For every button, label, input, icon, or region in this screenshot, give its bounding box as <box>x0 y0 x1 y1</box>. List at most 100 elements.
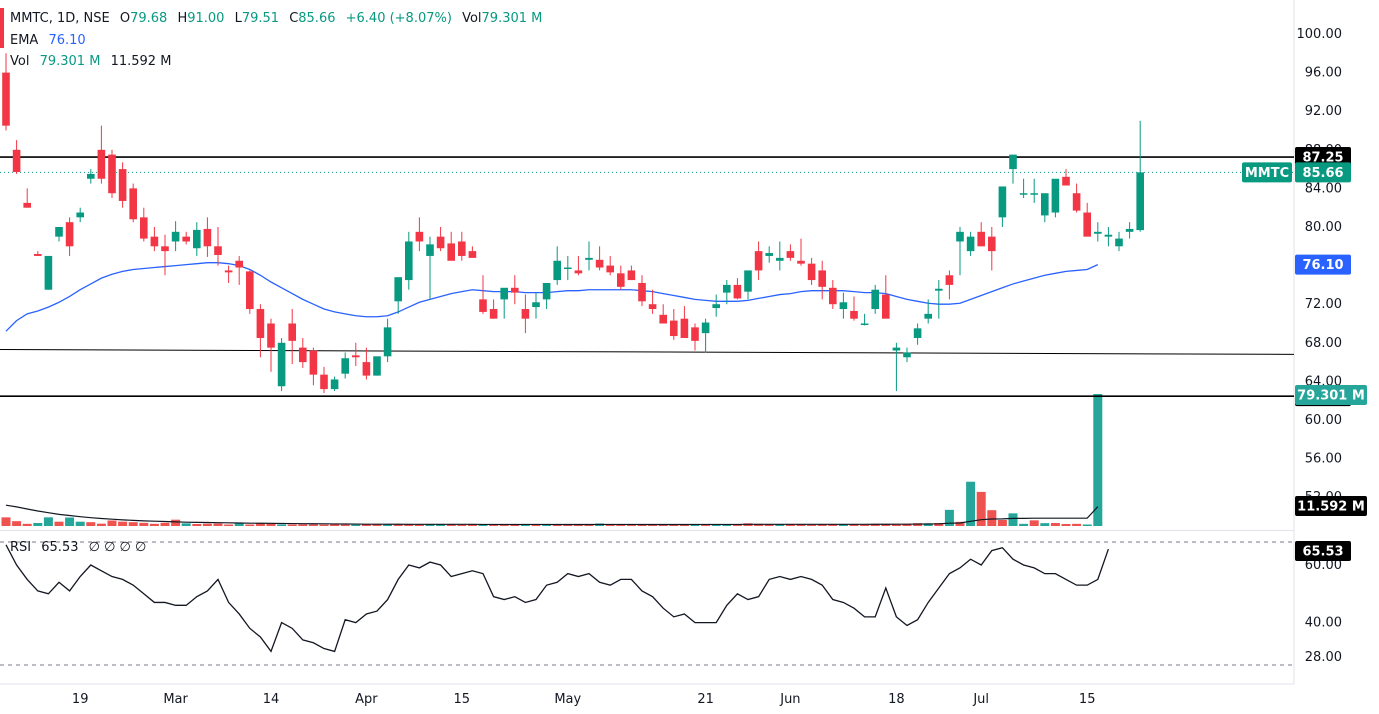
volume-bar <box>22 523 32 526</box>
volume-header: Vol79.301 M <box>462 11 542 26</box>
ohlc-high: H91.00 <box>177 11 224 26</box>
volume-bar <box>149 523 159 526</box>
candle-body <box>2 72 10 126</box>
candle-body <box>394 277 402 302</box>
candle-body <box>1115 238 1123 247</box>
price-label-ema: 76.10 <box>1302 258 1343 273</box>
candle-body <box>65 222 74 247</box>
volume-bar <box>997 520 1007 526</box>
volume-bar <box>828 524 838 526</box>
vol-header-value: 79.301 M <box>481 11 543 26</box>
rsi-tick-label: 60.00 <box>1305 558 1342 573</box>
time-tick-label: 18 <box>888 692 905 707</box>
price-label-last: 85.66 <box>1302 166 1343 181</box>
candle-body <box>882 294 890 319</box>
candle-body <box>913 328 922 338</box>
candle-body <box>23 202 31 208</box>
candle-body <box>330 379 339 390</box>
price-label-symbol: MMTC <box>1245 166 1289 181</box>
candle-body <box>12 149 21 172</box>
legend-strip <box>0 8 4 48</box>
candle-body <box>521 309 530 319</box>
candle-body <box>1125 228 1134 232</box>
high-value: 91.00 <box>187 11 225 26</box>
candle-body <box>320 374 328 390</box>
candle-body <box>161 246 169 252</box>
candle-body <box>362 362 371 376</box>
volume-bar <box>1008 513 1018 526</box>
candle-body <box>1072 193 1081 211</box>
volume-bar <box>65 517 75 526</box>
volume-bar <box>542 524 552 526</box>
volume-bar <box>393 524 403 526</box>
volume-bar <box>785 524 795 526</box>
volume-bar <box>510 524 520 526</box>
volume-bar <box>319 524 329 526</box>
ema-legend[interactable]: EMA 76.10 <box>10 33 92 48</box>
volume-bar <box>902 523 912 526</box>
change-value: +6.40 (+8.07%) <box>345 11 452 26</box>
candle-body <box>892 347 901 351</box>
volume-bar <box>489 524 499 526</box>
candle-body <box>532 302 540 308</box>
candle-body <box>754 251 763 271</box>
rsi-legend[interactable]: RSI 65.53 ∅ ∅ ∅ ∅ <box>10 540 152 555</box>
volume-bar <box>669 524 679 526</box>
candle-body <box>988 236 996 252</box>
volume-bar <box>224 524 234 526</box>
volume-bar <box>202 523 212 526</box>
symbol-line: MMTC, 1D, NSE <box>10 11 110 26</box>
candle-body <box>44 255 53 290</box>
volume-bar <box>425 524 435 526</box>
volume-bar <box>966 481 976 526</box>
time-tick-label: 19 <box>72 692 89 707</box>
volume-bar <box>1050 523 1060 526</box>
open-value: 79.68 <box>130 11 168 26</box>
candle-body <box>1041 193 1049 216</box>
volume-bar <box>446 524 456 526</box>
candle-body <box>564 267 572 270</box>
candle-body <box>129 188 137 220</box>
rsi-label: RSI <box>10 540 32 555</box>
volume-bar <box>181 523 191 526</box>
candle-body <box>1009 154 1017 170</box>
candle-body <box>150 236 159 247</box>
candle-body <box>818 270 826 287</box>
volume-legend[interactable]: Vol 79.301 M 11.592 M <box>10 54 177 69</box>
close-value: 85.66 <box>298 11 336 26</box>
candle-body <box>924 313 932 319</box>
volume-bar <box>118 521 128 526</box>
volume-bar <box>1082 524 1092 526</box>
candle-body <box>701 322 710 334</box>
candle-body <box>309 350 318 375</box>
time-tick-label: Apr <box>355 692 378 707</box>
horizontal-level-line[interactable] <box>0 349 1295 355</box>
candle-body <box>118 169 127 201</box>
candle-body <box>447 243 455 261</box>
volume-bar <box>277 524 287 526</box>
candle-body <box>87 173 95 179</box>
volume-bar <box>1093 394 1103 526</box>
candle-body <box>224 270 233 273</box>
candle-body <box>256 309 265 338</box>
candle-body <box>235 260 243 268</box>
price-tick-label: 92.00 <box>1305 104 1342 119</box>
candle-body <box>956 231 964 242</box>
volume-bar <box>457 524 467 526</box>
volume-bar <box>436 524 446 526</box>
rsi-line <box>5 544 1110 653</box>
candle-body <box>193 229 201 249</box>
candle-body <box>299 347 307 363</box>
candle-body <box>267 323 275 348</box>
candle-body <box>648 304 657 310</box>
price-legend: MMTC, 1D, NSE O79.68 H91.00 L79.51 C85.6… <box>10 11 548 26</box>
low-value: 79.51 <box>241 11 280 26</box>
candle-body <box>203 228 212 247</box>
candle-body <box>723 284 731 293</box>
volume-bar <box>171 519 181 526</box>
candle-body <box>511 287 519 293</box>
volume-bar <box>1072 523 1082 526</box>
volume-bar <box>775 524 785 526</box>
